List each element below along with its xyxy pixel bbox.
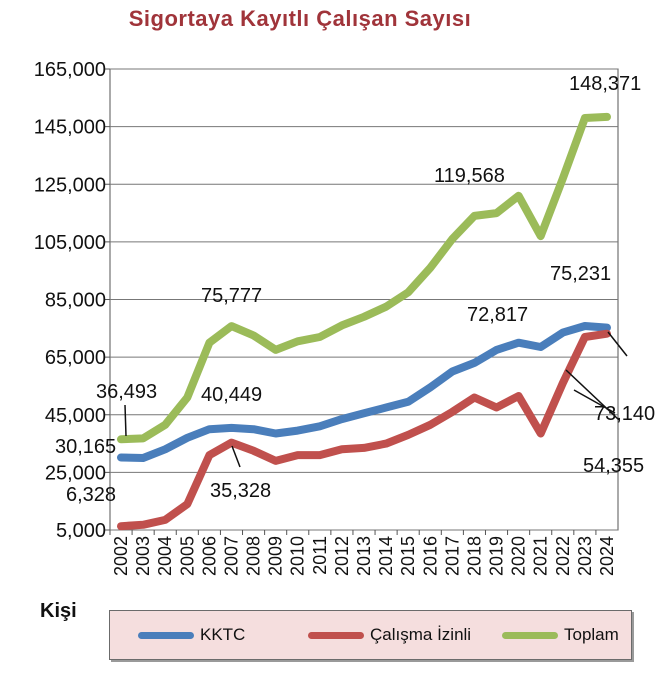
series-lines [117, 112, 611, 531]
leader-line [607, 331, 628, 357]
x-tick-label: 2017 [442, 536, 462, 576]
y-axis-label: Kişi [40, 600, 77, 622]
series-line--al-ma-i-zinli [117, 329, 611, 531]
leader-line [124, 404, 127, 437]
data-label: 54,355 [583, 455, 644, 477]
data-label: 148,371 [569, 73, 641, 95]
data-label: 119,568 [434, 165, 505, 187]
legend-swatch-toplam [502, 631, 558, 639]
x-tick-label: 2008 [244, 536, 264, 576]
y-tick-label: 5,000 [56, 520, 106, 542]
x-tick-label: 2002 [111, 536, 131, 576]
data-label: 75,231 [550, 263, 611, 285]
x-tick-label: 2006 [199, 536, 219, 576]
data-label: 36,493 [96, 381, 157, 403]
x-tick-label: 2024 [597, 536, 617, 576]
legend-item-toplam: Toplam [502, 611, 619, 659]
leader-line [565, 369, 620, 421]
data-label: 6,328 [66, 484, 116, 506]
y-tick-label: 45,000 [45, 405, 106, 427]
y-tick-label: 85,000 [45, 290, 106, 312]
y-tick-label: 145,000 [34, 117, 106, 139]
data-label: 40,449 [201, 384, 262, 406]
legend: KKTC Çalışma İzinli Toplam [109, 610, 632, 660]
axes: 5,000 25,000 45,000 65,000 85,000 105,000 125,… [34, 59, 617, 622]
x-tick-label: 2012 [332, 536, 352, 576]
y-tick-label: 105,000 [34, 232, 106, 254]
legend-swatch-kktc [138, 631, 194, 639]
x-tick-label: 2010 [288, 536, 308, 576]
y-tick-label: 165,000 [34, 59, 106, 81]
x-tick-label: 2011 [310, 536, 330, 575]
x-tick-label: 2018 [464, 536, 484, 576]
legend-label-calisma-izinli: Çalışma İzinli [370, 625, 472, 644]
x-tick-label: 2003 [133, 536, 153, 576]
annotations: 36,493 30,165 6,328 75,777 40,449 35,328 119,5… [55, 73, 655, 506]
legend-label-toplam: Toplam [564, 625, 619, 644]
data-label: 73,140 [594, 403, 655, 425]
x-tick-label: 2005 [177, 536, 197, 576]
legend-label-kktc: KKTC [200, 625, 246, 644]
x-tick-label: 2015 [398, 536, 418, 576]
y-tick-label: 25,000 [45, 462, 106, 484]
leader-line [231, 445, 241, 468]
legend-swatch-calisma-izinli [308, 631, 364, 639]
x-tick-label: 2022 [553, 536, 573, 576]
legend-item-calisma-izinli: Çalışma İzinli [308, 611, 471, 659]
series-line-toplam [117, 112, 611, 444]
x-tick-label: 2016 [420, 536, 440, 576]
legend-item-kktc: KKTC [138, 611, 245, 659]
x-tick-label: 2020 [509, 536, 529, 576]
x-tick-label: 2013 [354, 536, 374, 576]
x-tick-label: 2019 [487, 536, 507, 576]
data-label: 72,817 [467, 304, 528, 326]
data-label: 30,165 [55, 436, 116, 458]
x-tick-label: 2021 [531, 536, 551, 576]
y-tick-label: 65,000 [45, 347, 106, 369]
y-tick-label: 125,000 [34, 174, 106, 196]
x-tick-label: 2007 [221, 536, 241, 576]
x-tick-label: 2014 [376, 536, 396, 576]
series-line-kktc [117, 322, 611, 462]
x-tick-label: 2023 [575, 536, 595, 576]
x-tick-label: 2004 [155, 536, 175, 576]
data-label: 35,328 [210, 480, 271, 502]
data-label: 75,777 [201, 285, 262, 307]
x-tick-label: 2009 [266, 536, 286, 576]
gridlines [109, 68, 619, 531]
chart-title: Sigortaya Kayıtlı Çalışan Sayısı [128, 6, 472, 31]
